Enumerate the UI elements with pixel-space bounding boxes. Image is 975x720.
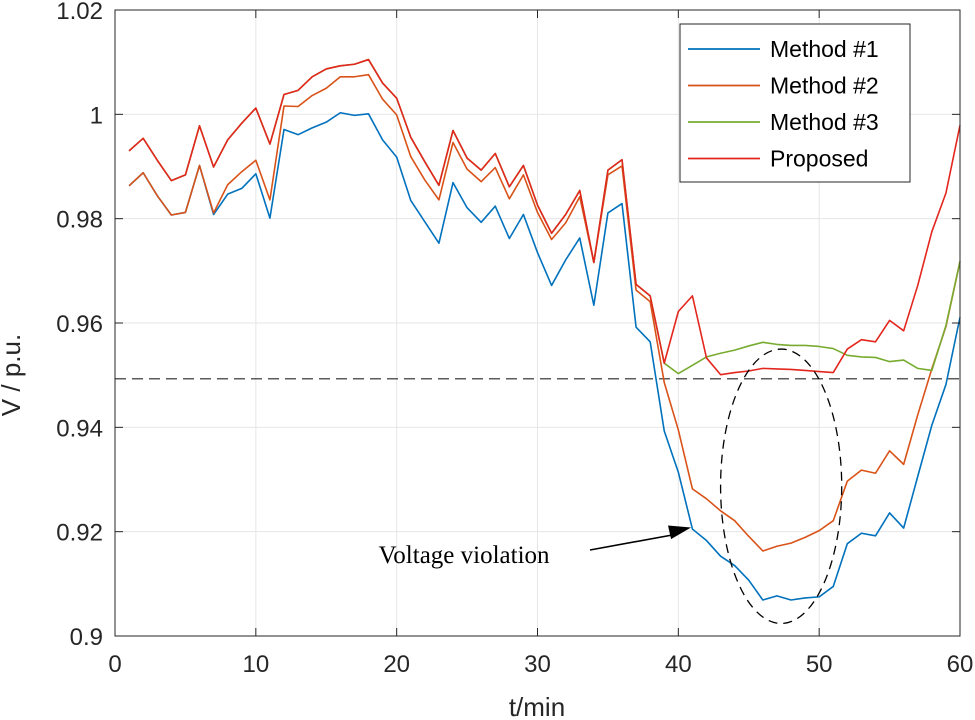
x-tick-label: 30 xyxy=(524,651,551,678)
annotation-layer: Voltage violation xyxy=(378,348,843,625)
series-layer xyxy=(128,58,961,601)
series-line-proposed xyxy=(128,58,961,376)
legend-label: Method #2 xyxy=(770,73,879,99)
legend[interactable]: Method #1 Method #2 Method #3 Proposed xyxy=(679,23,911,183)
x-tick-label: 60 xyxy=(947,651,974,678)
legend-item[interactable]: Method #1 xyxy=(688,36,879,62)
y-tick-label: 0.9 xyxy=(70,624,103,651)
y-tick-label: 1.02 xyxy=(56,0,103,25)
legend-item[interactable]: Method #2 xyxy=(688,73,879,99)
x-tick-label: 0 xyxy=(108,651,121,678)
y-tick-label: 1 xyxy=(90,102,103,129)
legend-label: Proposed xyxy=(770,146,868,172)
x-axis-label: t/min xyxy=(509,692,565,720)
x-tick-label: 10 xyxy=(242,651,269,678)
legend-item[interactable]: Method #3 xyxy=(688,109,879,135)
violation-ellipse xyxy=(719,348,843,625)
violation-arrow-shaft xyxy=(589,533,676,551)
y-axis-label: V / p.u. xyxy=(0,334,26,416)
y-tick-label: 0.94 xyxy=(56,415,103,442)
y-tick-label: 0.98 xyxy=(56,207,103,234)
y-tick-label: 0.92 xyxy=(56,520,103,547)
y-tick-label: 0.96 xyxy=(56,311,103,338)
legend-label: Method #3 xyxy=(770,109,879,135)
x-tick-label: 50 xyxy=(806,651,833,678)
series-line-method-1 xyxy=(128,111,961,601)
annotation-text: Voltage violation xyxy=(378,542,550,569)
legend-item[interactable]: Proposed xyxy=(688,146,868,172)
violation-arrow-head xyxy=(668,525,692,540)
series-line-method-2 xyxy=(128,73,961,552)
x-tick-label: 20 xyxy=(383,651,410,678)
x-tick-label: 40 xyxy=(665,651,692,678)
legend-label: Method #1 xyxy=(770,36,879,62)
legend-box xyxy=(679,23,911,183)
axes-layer: 0 10 20 30 40 50 60 0.9 0.92 0.94 0.96 0.98 1 1.02 xyxy=(56,0,973,678)
